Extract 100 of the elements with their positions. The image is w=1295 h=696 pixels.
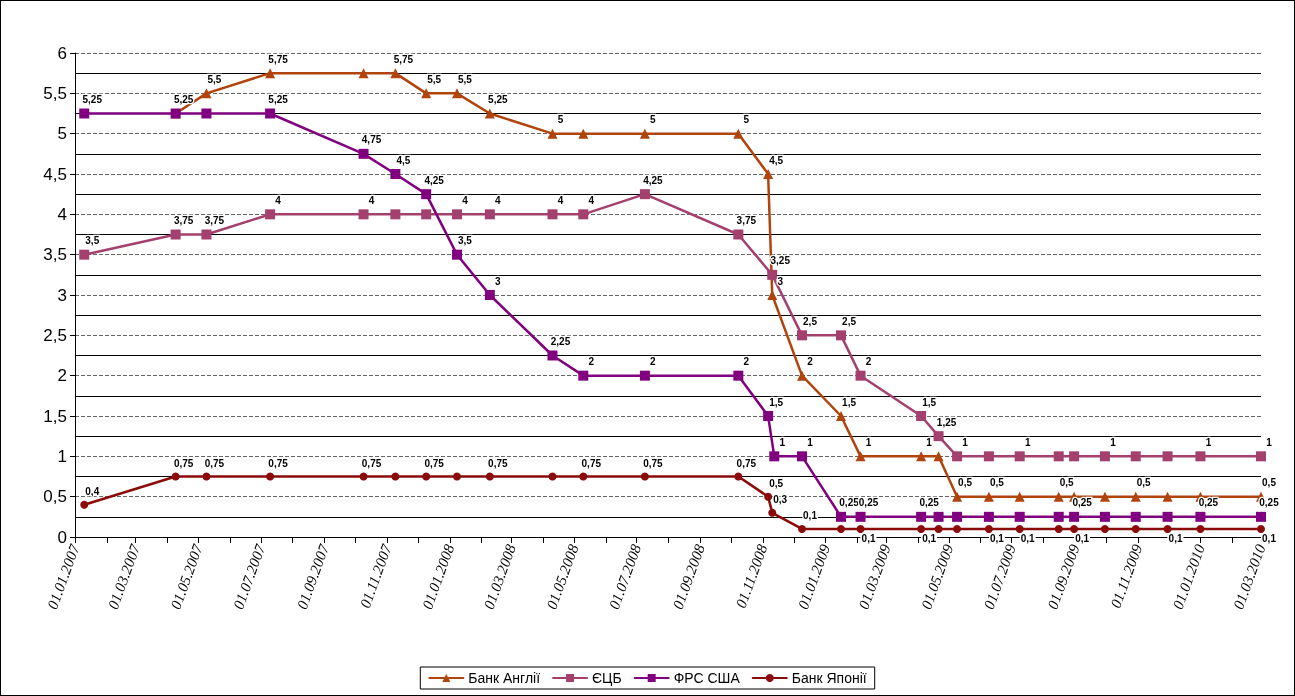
- data-label: 1: [926, 436, 933, 448]
- point: [933, 451, 944, 462]
- data-label: 2: [865, 356, 872, 368]
- data-label: 3,5: [458, 235, 473, 247]
- data-label: 5,5: [458, 73, 473, 85]
- point: [265, 108, 276, 119]
- point: [639, 189, 650, 200]
- point: [1015, 524, 1024, 533]
- y-tick-label: 0: [57, 527, 67, 547]
- data-label: 0,25: [858, 497, 879, 509]
- data-label: 0,1: [1075, 533, 1090, 545]
- point: [1131, 524, 1140, 533]
- point: [1099, 491, 1110, 502]
- point: [390, 209, 401, 220]
- point: [855, 370, 866, 381]
- data-label: 0,1: [1262, 533, 1277, 545]
- y-tick-label: 5,5: [43, 83, 67, 103]
- point: [421, 189, 432, 200]
- point: [1130, 451, 1141, 462]
- data-label: 5: [557, 114, 564, 126]
- point: [1053, 511, 1064, 522]
- y-tick-label: 2: [57, 366, 67, 386]
- y-tick-label: 3,5: [43, 245, 67, 265]
- point: [837, 524, 846, 533]
- legend-label: ФРС США: [673, 670, 741, 686]
- point: [1069, 511, 1080, 522]
- data-label: 2: [588, 356, 595, 368]
- data-label: 0,25: [1259, 497, 1280, 509]
- point: [797, 451, 807, 462]
- data-label: 2,5: [803, 315, 818, 327]
- point: [1099, 511, 1110, 522]
- point: [171, 472, 180, 481]
- data-label: 2: [807, 356, 814, 368]
- data-label: 4: [557, 194, 564, 206]
- point: [1195, 451, 1206, 462]
- y-tick-label: 5: [57, 124, 67, 144]
- point: [451, 88, 462, 99]
- point: [733, 229, 744, 240]
- point: [1162, 511, 1173, 522]
- point: [358, 148, 369, 159]
- point: [359, 472, 368, 481]
- point: [201, 229, 212, 240]
- data-label: 4: [495, 194, 502, 206]
- point: [358, 209, 369, 220]
- point: [579, 472, 588, 481]
- data-label: 5: [650, 114, 657, 126]
- point: [1256, 511, 1266, 522]
- point: [1053, 451, 1064, 462]
- data-label: 0,5: [958, 477, 973, 489]
- point: [1014, 451, 1025, 462]
- data-label: 3,75: [173, 215, 194, 226]
- point: [639, 370, 650, 381]
- data-label: 3,5: [85, 235, 100, 247]
- y-tick-label: 0,5: [43, 487, 67, 507]
- data-label: 4: [275, 194, 282, 206]
- point: [934, 524, 943, 533]
- point: [266, 472, 275, 481]
- data-label: 0,5: [1262, 477, 1277, 489]
- data-label: 1: [807, 436, 814, 448]
- y-tick-label: 4,5: [43, 164, 67, 184]
- point: [421, 88, 432, 99]
- data-label: 2: [743, 356, 750, 368]
- point: [952, 511, 963, 522]
- point: [639, 128, 650, 139]
- point: [764, 492, 773, 501]
- data-label: 1,5: [922, 396, 937, 408]
- point: [767, 269, 778, 280]
- point: [797, 330, 807, 341]
- data-label: 5,25: [82, 94, 103, 105]
- point: [578, 128, 589, 139]
- data-label: 5,5: [207, 73, 222, 85]
- point: [952, 491, 963, 502]
- data-label: 0,75: [736, 458, 757, 469]
- point: [451, 249, 462, 260]
- point: [265, 209, 276, 220]
- data-label: 3,75: [736, 215, 757, 226]
- point: [1195, 511, 1206, 522]
- point: [548, 472, 557, 481]
- data-label: 5: [743, 114, 750, 126]
- data-label: 0,1: [1020, 533, 1036, 545]
- point: [855, 511, 866, 522]
- point: [1162, 491, 1173, 502]
- data-label: 0,25: [1198, 497, 1219, 509]
- point: [1053, 491, 1064, 502]
- point: [768, 508, 777, 517]
- y-tick-label: 2,5: [43, 325, 67, 345]
- data-label: 0,25: [1072, 497, 1093, 509]
- data-label: 5,75: [268, 53, 289, 65]
- data-label: 0,75: [581, 458, 602, 469]
- data-label: 5,25: [268, 94, 289, 105]
- point: [578, 209, 589, 220]
- data-label: 5,25: [173, 94, 194, 105]
- data-label: 4,25: [643, 174, 664, 186]
- point: [856, 524, 865, 533]
- point: [80, 500, 89, 509]
- data-label: 0,75: [204, 458, 225, 469]
- point: [983, 451, 994, 462]
- data-label: 0,5: [1059, 477, 1075, 489]
- point: [451, 209, 462, 220]
- data-label: 4: [462, 194, 469, 206]
